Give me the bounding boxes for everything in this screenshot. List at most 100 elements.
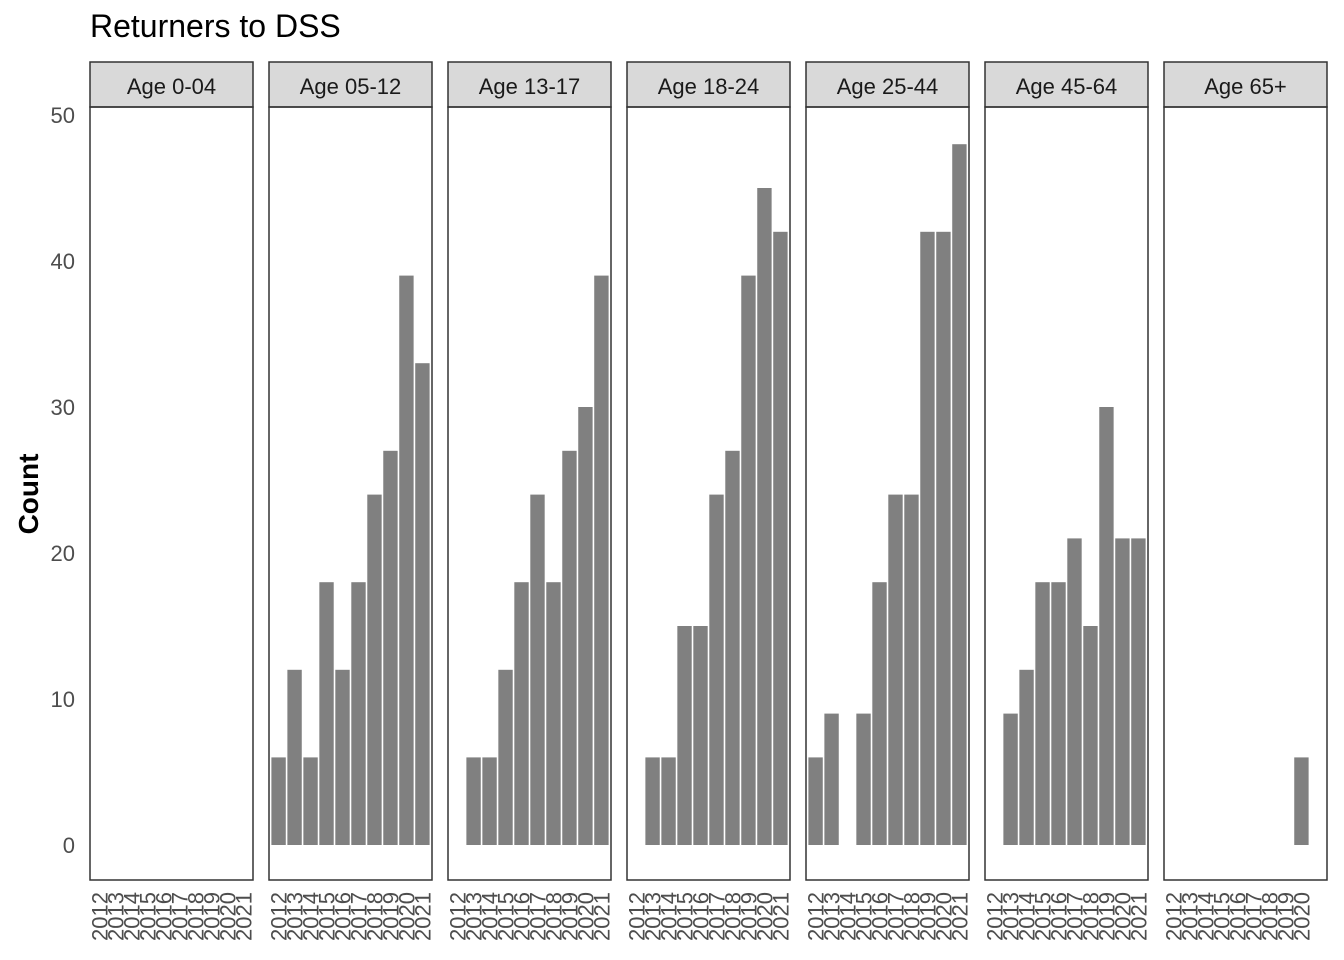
bar <box>645 757 660 845</box>
bar <box>1131 538 1146 845</box>
bar <box>824 713 839 845</box>
facet-strip <box>805 61 970 108</box>
x-tick-label: 2019 <box>1273 892 1298 941</box>
x-tick-label: 2017 <box>1062 892 1087 941</box>
bar <box>757 188 772 845</box>
x-tick-label: 2012 <box>88 892 113 941</box>
x-tick-label: 2018 <box>899 892 924 941</box>
bar <box>904 494 919 845</box>
panel-border <box>89 106 254 881</box>
bar <box>936 231 951 846</box>
facet-strip-label: Age 0-04 <box>127 74 216 99</box>
facet-strip <box>268 61 433 108</box>
bar <box>303 757 318 845</box>
x-tick-label: 2015 <box>494 892 519 941</box>
y-tick-label: 0 <box>63 833 75 858</box>
x-tick-label: 2016 <box>689 892 714 941</box>
bar <box>888 494 903 845</box>
x-tick-label: 2021 <box>947 892 972 941</box>
x-tick-label: 2020 <box>1289 892 1314 941</box>
facet-strip-label: Age 13-17 <box>479 74 581 99</box>
bar <box>335 669 350 845</box>
x-tick-label: 2018 <box>362 892 387 941</box>
x-tick-label: 2014 <box>1015 892 1040 941</box>
x-tick-label: 2015 <box>852 892 877 941</box>
y-tick-label: 50 <box>51 103 75 128</box>
bar <box>725 450 740 845</box>
x-tick-label: 2019 <box>1094 892 1119 941</box>
x-tick-label: 2013 <box>1178 892 1203 941</box>
x-tick-label: 2018 <box>183 892 208 941</box>
facet-strip <box>89 61 254 108</box>
x-tick-label: 2017 <box>525 892 550 941</box>
x-tick-label: 2012 <box>625 892 650 941</box>
bar <box>1067 538 1082 845</box>
x-tick-label: 2016 <box>331 892 356 941</box>
x-tick-label: 2021 <box>1126 892 1151 941</box>
panel-border <box>984 106 1149 881</box>
x-tick-label: 2014 <box>120 892 145 941</box>
chart-title: Returners to DSS <box>90 8 341 44</box>
x-tick-label: 2016 <box>510 892 535 941</box>
x-tick-label: 2016 <box>1047 892 1072 941</box>
bar <box>856 713 871 845</box>
x-tick-label: 2017 <box>883 892 908 941</box>
bar <box>693 626 708 845</box>
bar <box>1035 582 1050 845</box>
x-tick-label: 2021 <box>231 892 256 941</box>
x-tick-label: 2019 <box>378 892 403 941</box>
y-tick-label: 40 <box>51 249 75 274</box>
panel-border <box>1163 106 1328 881</box>
panel-border <box>805 106 970 881</box>
x-tick-label: 2020 <box>215 892 240 941</box>
bar <box>709 494 724 845</box>
x-tick-label: 2012 <box>267 892 292 941</box>
x-tick-label: 2012 <box>1162 892 1187 941</box>
facet-strip <box>1163 61 1328 108</box>
x-tick-label: 2021 <box>768 892 793 941</box>
x-tick-label: 2019 <box>199 892 224 941</box>
bar <box>383 450 398 845</box>
panel-border <box>268 106 433 881</box>
bar <box>287 669 302 845</box>
facet-strip-label: Age 05-12 <box>300 74 402 99</box>
x-tick-label: 2017 <box>167 892 192 941</box>
x-tick-label: 2017 <box>346 892 371 941</box>
x-tick-label: 2014 <box>478 892 503 941</box>
bar <box>661 757 676 845</box>
y-tick-label: 10 <box>51 687 75 712</box>
x-tick-label: 2013 <box>999 892 1024 941</box>
y-tick-label: 30 <box>51 395 75 420</box>
x-tick-label: 2020 <box>1110 892 1135 941</box>
x-tick-label: 2020 <box>394 892 419 941</box>
x-tick-label: 2020 <box>931 892 956 941</box>
x-tick-label: 2019 <box>557 892 582 941</box>
x-tick-label: 2016 <box>868 892 893 941</box>
bar <box>741 275 756 846</box>
bar <box>546 582 561 845</box>
x-tick-label: 2014 <box>299 892 324 941</box>
bar <box>1294 757 1309 845</box>
bar <box>562 450 577 845</box>
x-tick-label: 2015 <box>1210 892 1235 941</box>
x-tick-label: 2013 <box>283 892 308 941</box>
x-tick-label: 2015 <box>315 892 340 941</box>
bar <box>952 144 967 845</box>
bar <box>578 407 593 845</box>
bar <box>482 757 497 845</box>
x-tick-label: 2012 <box>804 892 829 941</box>
x-tick-label: 2017 <box>704 892 729 941</box>
x-tick-label: 2015 <box>1031 892 1056 941</box>
bar <box>530 494 545 845</box>
bar <box>677 626 692 845</box>
y-axis-label: Count <box>13 454 44 535</box>
x-tick-label: 2018 <box>1257 892 1282 941</box>
panel-border <box>447 106 612 881</box>
bar <box>872 582 887 845</box>
x-tick-label: 2016 <box>1226 892 1251 941</box>
x-tick-label: 2015 <box>673 892 698 941</box>
facet-strip-label: Age 45-64 <box>1016 74 1118 99</box>
panel-border <box>626 106 791 881</box>
